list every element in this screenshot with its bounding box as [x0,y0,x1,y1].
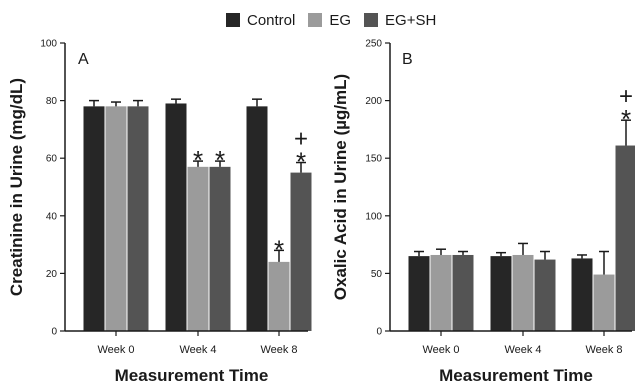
bar-panel-a-eg-week-8 [268,261,290,331]
x-tick-label-panel-b-week-0: Week 0 [422,344,459,356]
x-tick-label-panel-b-week-8: Week 8 [585,344,622,356]
legend-swatch-eg [308,13,323,27]
bar-panel-a-control-week-8 [246,106,268,331]
y-tick-label-panel-a-60: 60 [46,154,58,165]
legend-swatch-eg-sh [364,13,379,27]
bar-panel-b-eg-week-8 [593,274,615,331]
y-tick-label-panel-a-80: 80 [46,96,58,107]
bar-panel-a-eg-week-4 [187,166,209,331]
legend-label-eg: EG [329,11,352,29]
legend-item-eg: EG [308,12,351,29]
legend-item-eg-sh: EG+SH [364,12,436,29]
bar-panel-a-control-week-0 [83,106,105,331]
x-tick-label-panel-b-week-4: Week 4 [504,344,541,356]
y-tick-label-panel-a-20: 20 [46,269,58,280]
bar-panel-a-eg-sh-week-8 [290,172,312,331]
bar-panel-b-eg-week-0 [430,254,452,331]
legend-swatch-control [226,13,240,27]
y-tick-label-panel-a-100: 100 [40,39,57,50]
annotation-panel-b-1: + [619,83,633,110]
bar-panel-a-eg-week-0 [105,106,127,331]
annotation-panel-a-1: * [215,145,225,175]
y-tick-label-panel-b-250: 250 [365,39,382,50]
annotation-panel-a-3: * [296,147,306,177]
y-axis-title-panel-b: Oxalic Acid in Urine (µg/mL) [331,74,350,300]
legend-item-control: Control [226,12,295,29]
bar-panel-b-eg-sh-week-4 [534,259,556,331]
bar-panel-b-eg-sh-week-0 [452,254,474,331]
x-axis-title-panel-a: Measurement Time [115,366,269,385]
legend-label-eg-sh: EG+SH [385,11,437,29]
y-tick-label-panel-a-40: 40 [46,211,58,222]
y-tick-label-panel-b-150: 150 [365,154,382,165]
bar-panel-b-eg-week-4 [512,254,534,331]
x-tick-label-panel-a-week-4: Week 4 [179,344,216,356]
panel-label-panel-a: A [78,51,89,68]
y-tick-label-panel-b-200: 200 [365,96,382,107]
x-tick-label-panel-a-week-8: Week 8 [260,344,297,356]
x-axis-title-panel-b: Measurement Time [439,366,593,385]
y-axis-title-panel-a: Creatinine in Urine (mg/dL) [7,78,26,296]
y-tick-label-panel-b-50: 50 [371,269,383,280]
bar-panel-b-eg-sh-week-8 [615,145,635,331]
bar-panel-a-eg-sh-week-0 [127,106,149,331]
bar-panel-b-control-week-8 [571,258,593,331]
y-tick-label-panel-a-0: 0 [51,327,57,338]
annotation-panel-b-0: * [621,104,631,134]
bar-panel-a-control-week-4 [165,103,187,331]
legend: Control EG EG+SH [226,11,449,29]
legend-label-control: Control [247,11,296,29]
annotation-panel-a-4: + [294,126,308,153]
y-tick-label-panel-b-100: 100 [365,211,382,222]
bar-panel-b-control-week-4 [490,256,512,331]
annotation-panel-a-2: * [274,234,284,264]
annotation-panel-a-0: * [193,145,203,175]
bar-panel-a-eg-sh-week-4 [209,166,231,331]
y-tick-label-panel-b-0: 0 [376,327,382,338]
x-tick-label-panel-a-week-0: Week 0 [97,344,134,356]
bar-panel-b-control-week-0 [408,256,430,331]
panel-label-panel-b: B [402,51,413,68]
